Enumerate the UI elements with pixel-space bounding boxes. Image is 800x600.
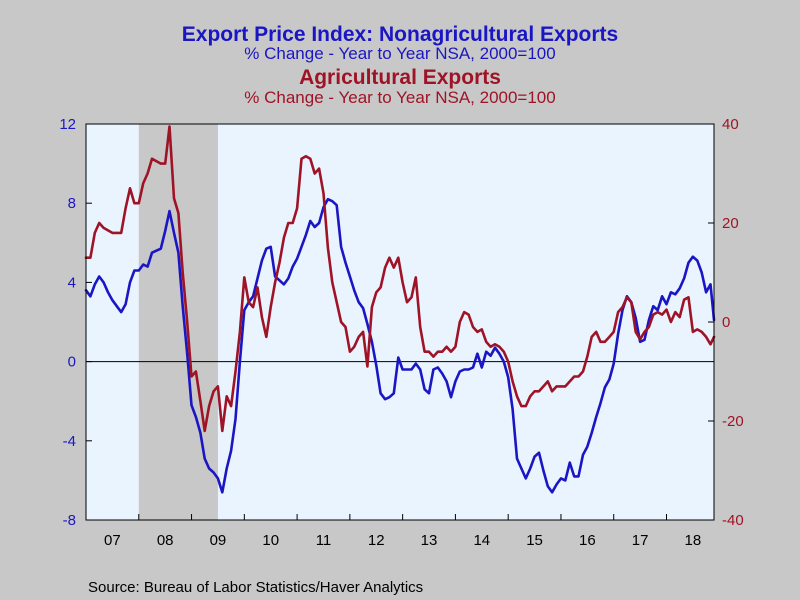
ag-series-line [84,125,716,433]
x-tick-label: 07 [104,532,121,549]
x-tick-label: 09 [210,532,227,549]
x-tick-label: 08 [157,532,174,549]
x-tick-label: 17 [632,532,649,549]
x-tick-label: 14 [473,532,490,549]
left-tick-label: -8 [63,512,76,529]
x-tick-label: 16 [579,532,596,549]
nonag-series-line [84,197,716,494]
chart-subtitle: % Change - Year to Year NSA, 2000=100 [244,44,555,63]
left-tick-label: -4 [63,433,76,450]
x-tick-label: 15 [526,532,543,549]
x-tick-label: 10 [262,532,279,549]
right-tick-label: -20 [722,413,744,430]
left-tick-label: 0 [68,354,76,371]
x-tick-label: 12 [368,532,385,549]
chart-title-2: Agricultural Exports [299,66,501,89]
left-tick-label: 8 [68,195,76,212]
right-axis: -40 -20 0 20 40 [708,116,744,529]
right-tick-label: 20 [722,215,739,232]
right-tick-label: 40 [722,116,739,133]
chart-title: Export Price Index: Nonagricultural Expo… [182,23,618,46]
left-tick-label: 4 [68,274,76,291]
chart-subtitle-2: % Change - Year to Year NSA, 2000=100 [244,88,555,107]
series-layer [84,125,716,494]
x-tick-label: 18 [685,532,702,549]
x-tick-label: 13 [421,532,438,549]
right-tick-label: 0 [722,314,730,331]
left-tick-label: 12 [59,116,76,133]
right-tick-label: -40 [722,512,744,529]
left-axis: -8 -4 0 4 8 12 [59,116,92,529]
x-tick-label: 11 [316,532,332,549]
x-axis: 07 08 09 10 11 12 13 14 15 16 17 18 [85,514,702,549]
source-note: Source: Bureau of Labor Statistics/Haver… [88,579,423,596]
